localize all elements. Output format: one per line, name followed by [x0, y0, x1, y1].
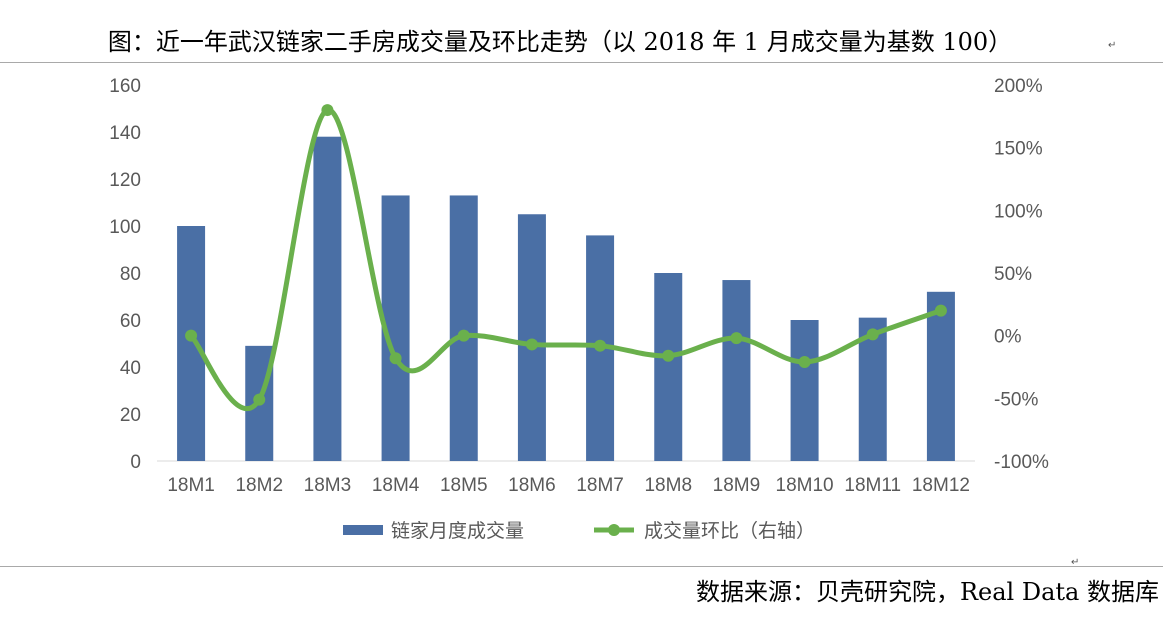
bar [177, 226, 206, 461]
bar [926, 291, 955, 461]
x-tick-label: 18M3 [304, 475, 352, 496]
x-tick-label: 18M5 [440, 475, 488, 496]
line-points [185, 104, 947, 406]
left-tick-label: 60 [120, 311, 141, 332]
left-tick-label: 160 [109, 76, 141, 97]
bottom-rule [0, 566, 1163, 567]
bar [313, 136, 342, 461]
right-axis: -100% -50% 0% 50% 100% 150% 200% [994, 76, 1049, 473]
bar [517, 214, 546, 461]
line-point [662, 349, 675, 362]
bar [790, 320, 819, 461]
legend-line-label: 成交量环比（右轴） [644, 520, 815, 542]
chart-title: 图：近一年武汉链家二手房成交量及环比走势（以 2018 年 1 月成交量为基数 … [107, 28, 1013, 56]
x-tick-label: 18M1 [167, 475, 215, 496]
right-tick-label: 50% [994, 264, 1032, 285]
line-point [730, 332, 743, 345]
left-tick-label: 0 [130, 452, 141, 473]
right-tick-label: -100% [994, 452, 1049, 473]
legend: 链家月度成交量 成交量环比（右轴） [343, 520, 815, 542]
line-point [185, 329, 198, 342]
line-point [934, 304, 947, 317]
top-rule [0, 62, 1163, 63]
x-tick-label: 18M2 [235, 475, 283, 496]
legend-bar-swatch [343, 525, 383, 535]
line-point [798, 355, 811, 368]
left-tick-label: 120 [109, 170, 141, 191]
paragraph-mark-icon: ↵ [1108, 40, 1117, 51]
line-point [457, 329, 470, 342]
x-tick-label: 18M9 [713, 475, 761, 496]
x-axis-labels: 18M1 18M2 18M3 18M4 18M5 18M6 18M7 18M8 18M9 18M1… [167, 475, 970, 496]
right-tick-label: -50% [994, 389, 1038, 410]
legend-bar-label: 链家月度成交量 [391, 520, 524, 542]
left-tick-label: 100 [109, 217, 141, 238]
bar-series [177, 136, 955, 461]
source-note: 数据来源：贝壳研究院，Real Data 数据库 [695, 578, 1159, 606]
line-point [321, 104, 334, 117]
x-tick-label: 18M4 [372, 475, 420, 496]
left-tick-label: 140 [109, 123, 141, 144]
line-series [188, 107, 944, 412]
line-point [253, 393, 266, 406]
right-tick-label: 150% [994, 139, 1043, 160]
line-point [525, 338, 538, 351]
x-tick-label: 18M8 [644, 475, 692, 496]
left-axis: 0 20 40 60 80 100 120 140 160 [109, 76, 141, 473]
paragraph-mark-icon: ↵ [1071, 557, 1080, 568]
x-tick-label: 18M12 [912, 475, 970, 496]
right-tick-label: 200% [994, 76, 1043, 97]
bar [722, 280, 751, 461]
x-tick-label: 18M7 [576, 475, 624, 496]
bar [858, 317, 887, 461]
bar [449, 195, 478, 461]
legend-line-marker [608, 524, 620, 536]
x-tick-label: 18M10 [776, 475, 834, 496]
x-tick-label: 18M11 [844, 475, 901, 496]
left-tick-label: 40 [120, 358, 141, 379]
right-tick-label: 0% [994, 327, 1022, 348]
right-tick-label: 100% [994, 201, 1043, 222]
left-tick-label: 20 [120, 405, 141, 426]
line-point [594, 339, 607, 352]
line-point [866, 328, 879, 341]
combo-chart: 0 20 40 60 80 100 120 140 160 -100% -50% 0% 50% 100%… [109, 76, 1049, 542]
line-point [389, 352, 402, 365]
left-tick-label: 80 [120, 264, 141, 285]
bar [654, 273, 683, 461]
x-tick-label: 18M6 [508, 475, 556, 496]
